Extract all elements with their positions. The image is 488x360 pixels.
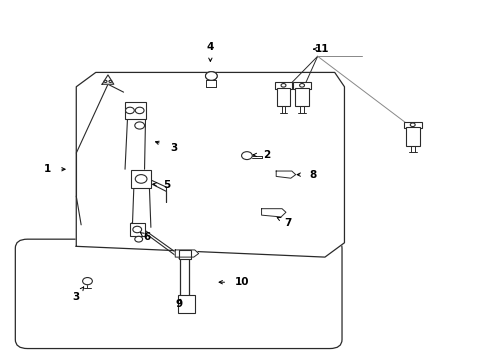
Polygon shape <box>276 171 295 178</box>
Bar <box>179 250 191 259</box>
Circle shape <box>205 72 217 80</box>
Circle shape <box>135 107 144 114</box>
Circle shape <box>104 80 107 82</box>
Circle shape <box>109 80 112 82</box>
Bar <box>125 102 145 119</box>
Circle shape <box>241 152 252 159</box>
Circle shape <box>135 175 147 183</box>
Circle shape <box>135 236 142 242</box>
Bar <box>131 170 151 188</box>
Text: 3: 3 <box>73 292 80 302</box>
Bar <box>177 296 194 313</box>
Text: 8: 8 <box>308 170 316 180</box>
Bar <box>405 127 419 146</box>
FancyBboxPatch shape <box>15 239 341 348</box>
Bar <box>293 82 310 89</box>
Text: 10: 10 <box>234 277 249 287</box>
Polygon shape <box>76 72 344 257</box>
Text: 9: 9 <box>175 299 182 309</box>
Text: 6: 6 <box>143 232 150 242</box>
Text: 3: 3 <box>170 143 177 153</box>
Circle shape <box>205 72 217 80</box>
Circle shape <box>299 84 304 87</box>
Bar <box>276 88 290 107</box>
Text: 7: 7 <box>284 218 291 228</box>
Circle shape <box>135 122 144 129</box>
Circle shape <box>281 84 285 87</box>
Bar <box>403 122 421 128</box>
Text: 5: 5 <box>163 180 170 190</box>
Polygon shape <box>261 209 285 217</box>
Polygon shape <box>175 250 198 257</box>
Bar <box>295 88 308 107</box>
Text: 1: 1 <box>43 164 51 174</box>
Circle shape <box>125 107 134 114</box>
Text: 4: 4 <box>206 42 214 52</box>
Circle shape <box>133 226 142 233</box>
Bar <box>130 223 144 235</box>
Text: 2: 2 <box>262 150 269 160</box>
Circle shape <box>409 123 414 127</box>
Text: 11: 11 <box>315 44 329 54</box>
Polygon shape <box>102 75 114 84</box>
Bar <box>274 82 292 89</box>
Circle shape <box>82 278 92 285</box>
